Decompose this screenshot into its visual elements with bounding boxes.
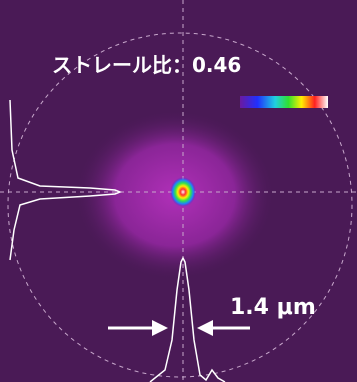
- psf-image: ストレール比：0.46 1.4 μm: [0, 0, 357, 382]
- focal-spot: [170, 177, 196, 207]
- width-label: 1.4 μm: [230, 295, 316, 320]
- strehl-label: ストレール比：0.46: [52, 53, 241, 77]
- color-bar: [240, 96, 328, 108]
